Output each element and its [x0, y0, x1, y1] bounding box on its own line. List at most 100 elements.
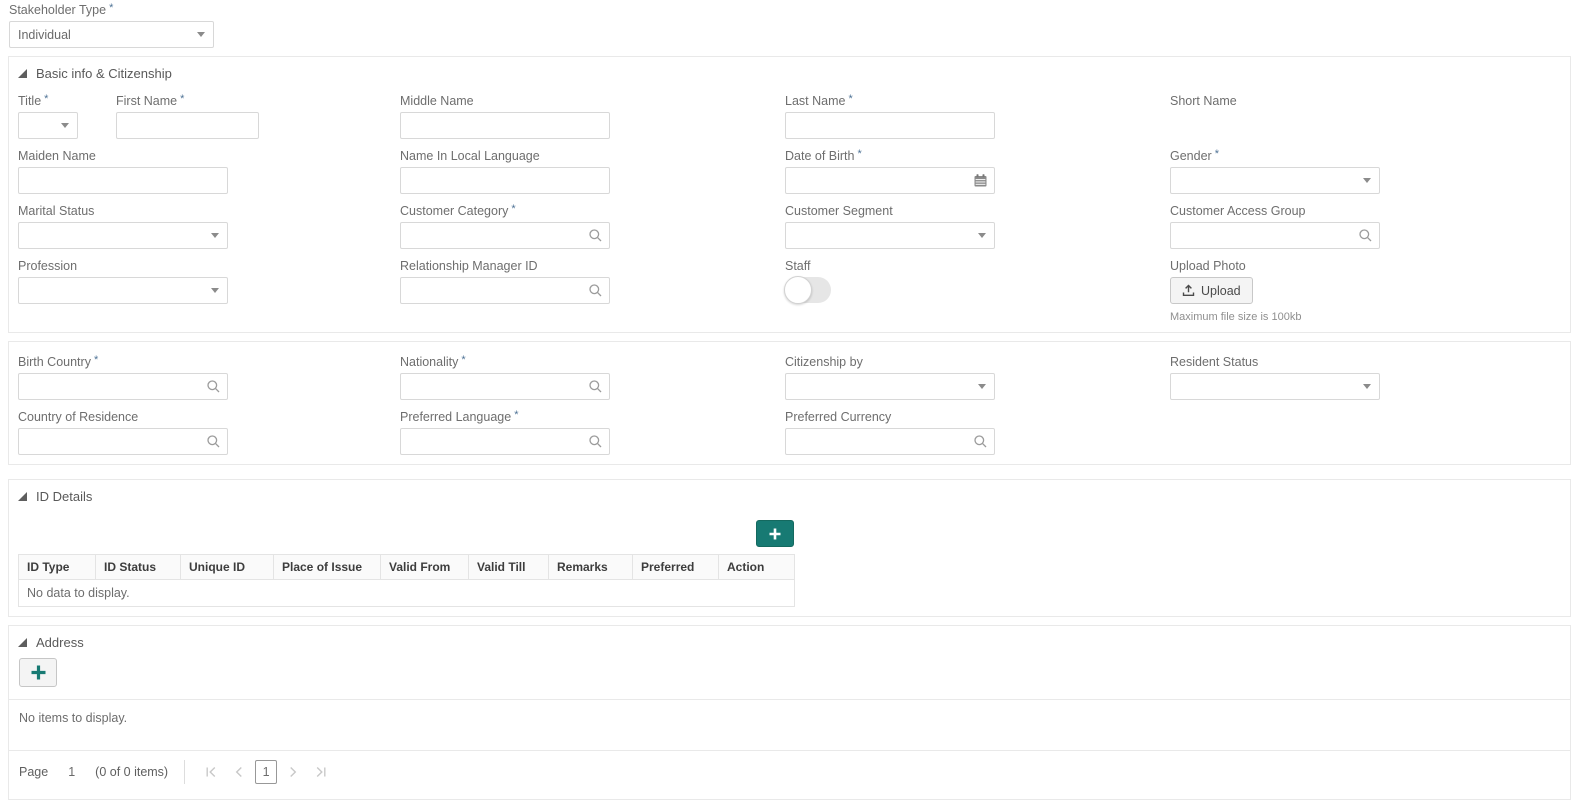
name-in-local-language-input[interactable]: [400, 167, 610, 194]
middle-name-label-text: Middle Name: [400, 94, 474, 108]
upload-button[interactable]: Upload: [1170, 277, 1253, 304]
citizenship-section: Birth Country * Nationality *: [8, 341, 1571, 465]
customer-segment-select[interactable]: [785, 222, 995, 249]
resident-status-select[interactable]: [1170, 373, 1380, 400]
page-number-value[interactable]: 1: [68, 765, 76, 779]
search-icon[interactable]: [588, 283, 603, 298]
basic-info-section-header[interactable]: Basic info & Citizenship: [18, 63, 1561, 94]
staff-label-text: Staff: [785, 259, 811, 273]
staff-toggle[interactable]: [784, 276, 831, 304]
divider: [184, 760, 186, 784]
profession-label: Profession: [18, 259, 400, 273]
last-name-label: Last Name *: [785, 93, 1170, 108]
section-title: Basic info & Citizenship: [36, 66, 172, 81]
field-relationship-manager-id: Relationship Manager ID: [400, 259, 785, 323]
add-id-button[interactable]: [756, 520, 794, 547]
search-icon[interactable]: [588, 434, 603, 449]
first-name-input[interactable]: [116, 112, 259, 139]
stakeholder-type-select[interactable]: Individual: [9, 21, 214, 48]
citizenship-by-select[interactable]: [785, 373, 995, 400]
profession-select[interactable]: [18, 277, 228, 304]
preferred-currency-input[interactable]: [785, 428, 995, 455]
date-of-birth-input[interactable]: [785, 167, 995, 194]
last-name-input[interactable]: [785, 112, 995, 139]
middle-name-input[interactable]: [400, 112, 610, 139]
current-page-button[interactable]: 1: [255, 760, 278, 784]
search-icon[interactable]: [206, 434, 221, 449]
relationship-manager-id-input[interactable]: [400, 277, 610, 304]
nationality-input[interactable]: [400, 373, 610, 400]
chevron-down-icon: [1363, 178, 1371, 183]
relationship-manager-id-label-text: Relationship Manager ID: [400, 259, 538, 273]
search-icon[interactable]: [588, 228, 603, 243]
calendar-icon[interactable]: [973, 173, 988, 188]
column-header[interactable]: ID Type: [18, 554, 96, 580]
section-title: ID Details: [36, 489, 93, 504]
address-section-header[interactable]: Address: [18, 632, 1561, 656]
birth-country-label: Birth Country *: [18, 354, 400, 369]
field-nationality: Nationality *: [400, 354, 785, 400]
required-marker: *: [1214, 148, 1219, 160]
marital-status-select[interactable]: [18, 222, 228, 249]
short-name-label: Short Name: [1170, 94, 1561, 108]
divider: [9, 699, 1570, 700]
search-icon[interactable]: [588, 379, 603, 394]
field-short-name: Short Name: [1170, 94, 1561, 139]
field-staff: Staff: [784, 259, 1170, 323]
section-title: Address: [36, 635, 84, 650]
field-country-of-residence: Country of Residence: [18, 410, 400, 455]
toggle-knob-icon: [784, 276, 812, 304]
table-header-row: ID Type ID Status Unique ID Place of Iss…: [18, 554, 795, 580]
column-header[interactable]: Preferred: [632, 554, 719, 580]
search-icon[interactable]: [1358, 228, 1373, 243]
country-of-residence-input[interactable]: [18, 428, 228, 455]
column-header[interactable]: Unique ID: [180, 554, 274, 580]
gender-label-text: Gender: [1170, 149, 1212, 163]
gender-select[interactable]: [1170, 167, 1380, 194]
search-icon[interactable]: [206, 379, 221, 394]
customer-access-group-input[interactable]: [1170, 222, 1380, 249]
chevron-down-icon: [978, 384, 986, 389]
preferred-language-input[interactable]: [400, 428, 610, 455]
field-citizenship-by: Citizenship by: [785, 355, 1170, 400]
date-of-birth-label: Date of Birth *: [785, 148, 1170, 163]
column-header[interactable]: Remarks: [548, 554, 633, 580]
customer-segment-label-text: Customer Segment: [785, 204, 893, 218]
chevron-down-icon: [1363, 384, 1371, 389]
customer-category-input[interactable]: [400, 222, 610, 249]
collapse-triangle-icon: [18, 492, 27, 501]
id-details-table: ID Type ID Status Unique ID Place of Iss…: [18, 554, 795, 607]
first-page-button[interactable]: [197, 759, 225, 785]
last-page-button[interactable]: [307, 759, 335, 785]
table-empty-row: No data to display.: [18, 579, 795, 607]
field-customer-segment: Customer Segment: [785, 204, 1170, 249]
field-last-name: Last Name *: [785, 93, 1170, 139]
required-marker: *: [93, 354, 99, 366]
search-icon[interactable]: [973, 434, 988, 449]
column-header[interactable]: Valid From: [380, 554, 469, 580]
next-page-button[interactable]: [279, 759, 307, 785]
column-header[interactable]: Valid Till: [468, 554, 549, 580]
add-address-button[interactable]: [19, 658, 57, 687]
plus-icon: [769, 528, 781, 539]
maiden-name-input[interactable]: [18, 167, 228, 194]
column-header[interactable]: Place of Issue: [273, 554, 381, 580]
column-header[interactable]: Action: [718, 554, 795, 580]
nationality-label: Nationality *: [400, 354, 785, 369]
chevron-right-icon: [290, 766, 297, 778]
id-details-section-header[interactable]: ID Details: [18, 486, 1561, 517]
birth-country-input[interactable]: [18, 373, 228, 400]
preferred-language-label: Preferred Language *: [400, 409, 785, 424]
title-label-text: Title: [18, 94, 42, 108]
date-of-birth-label-text: Date of Birth: [785, 149, 855, 163]
required-marker: *: [44, 93, 49, 105]
collapse-triangle-icon: [18, 638, 27, 647]
maiden-name-label-text: Maiden Name: [18, 149, 96, 163]
id-details-section: ID Details ID Type ID: [8, 479, 1571, 617]
middle-name-label: Middle Name: [400, 94, 785, 108]
local-language-name-label-text: Name In Local Language: [400, 149, 540, 163]
title-select[interactable]: [18, 112, 78, 139]
previous-page-button[interactable]: [225, 759, 253, 785]
column-header[interactable]: ID Status: [95, 554, 181, 580]
chevron-down-icon: [211, 288, 219, 293]
